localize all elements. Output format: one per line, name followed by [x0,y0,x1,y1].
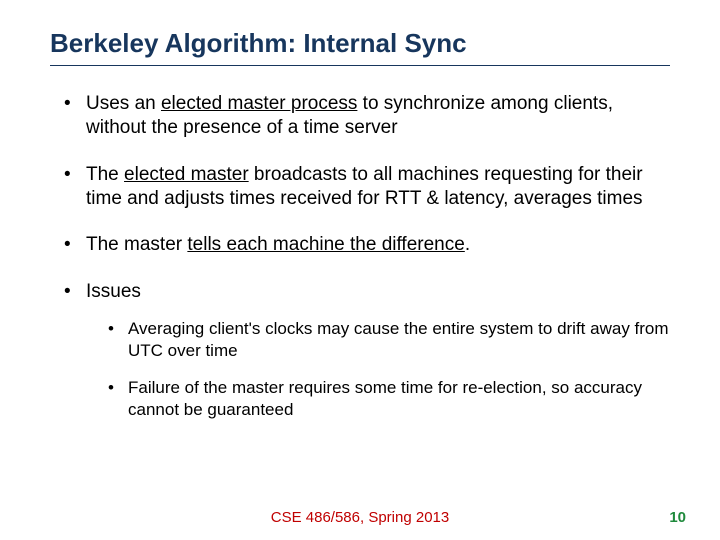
bullet-3-pre: The master [86,234,187,255]
bullet-2: The elected master broadcasts to all mac… [64,163,670,212]
sub-bullet-1: Averaging client's clocks may cause the … [108,318,670,362]
bullet-1: Uses an elected master process to synchr… [64,92,670,141]
bullet-1-underline: elected master process [161,93,357,114]
bullet-3-post: . [465,234,470,255]
slide-title: Berkeley Algorithm: Internal Sync [50,28,670,59]
bullet-1-pre: Uses an [86,93,161,114]
bullet-4-text: Issues [86,281,141,302]
sub-bullet-2: Failure of the master requires some time… [108,377,670,421]
page-number: 10 [669,509,686,526]
bullet-2-underline: elected master [124,164,249,185]
bullet-3-underline: tells each machine the difference [187,234,464,255]
footer-text: CSE 486/586, Spring 2013 [0,509,720,526]
sub-bullet-list: Averaging client's clocks may cause the … [86,318,670,421]
bullet-3: The master tells each machine the differ… [64,233,670,257]
bullet-4: Issues Averaging client's clocks may cau… [64,280,670,421]
bullet-list: Uses an elected master process to synchr… [50,92,670,421]
bullet-2-pre: The [86,164,124,185]
title-underline [50,65,670,66]
